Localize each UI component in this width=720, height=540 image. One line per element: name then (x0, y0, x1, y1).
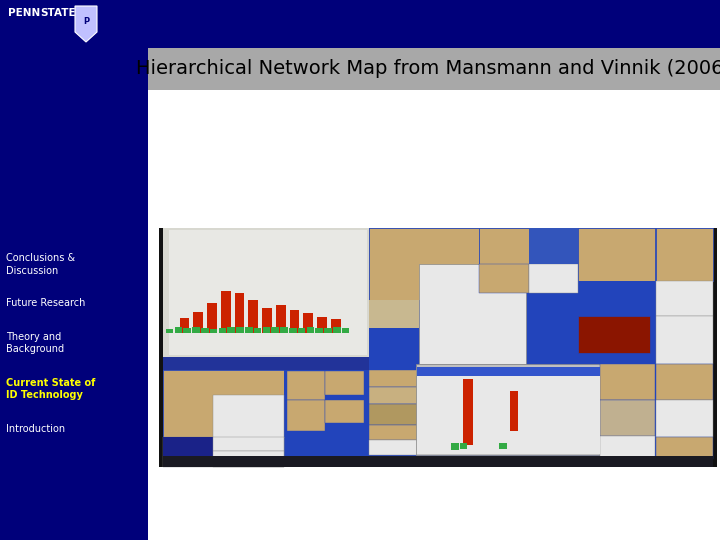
Bar (325, 400, 364, 423)
Bar (315, 328, 323, 333)
Bar (253, 328, 261, 333)
Bar (163, 456, 713, 467)
Bar (221, 291, 230, 333)
Text: PENN: PENN (8, 8, 40, 18)
Bar (163, 357, 369, 370)
Text: Current State of
ID Technology: Current State of ID Technology (6, 377, 95, 400)
Bar (325, 372, 364, 395)
Bar (656, 364, 713, 400)
Bar (369, 387, 419, 404)
Text: Conclusions &
Discussion: Conclusions & Discussion (6, 253, 75, 276)
Bar (148, 48, 720, 90)
Bar (287, 372, 325, 400)
Bar (289, 328, 297, 333)
Bar (298, 328, 305, 333)
Bar (600, 364, 655, 400)
Bar (163, 437, 212, 467)
Bar (330, 320, 341, 333)
Bar (280, 327, 288, 333)
Bar (528, 228, 578, 264)
Bar (369, 440, 419, 455)
Bar (159, 224, 717, 471)
Bar (263, 327, 270, 333)
Bar (168, 231, 366, 355)
Bar (0, 0, 720, 48)
Bar (480, 264, 528, 293)
Text: Introduction: Introduction (6, 424, 65, 434)
Bar (212, 437, 284, 451)
Bar (289, 309, 300, 333)
Bar (369, 370, 419, 387)
Bar (600, 400, 655, 436)
Bar (0, 48, 148, 540)
Bar (271, 327, 279, 333)
Bar (578, 228, 655, 281)
Bar (317, 317, 327, 333)
Bar (276, 305, 286, 333)
Bar (184, 328, 191, 333)
Bar (174, 327, 182, 333)
Bar (163, 437, 284, 467)
Bar (416, 364, 600, 455)
Bar (656, 400, 713, 437)
Bar (163, 370, 284, 437)
Bar (417, 367, 600, 376)
Bar (207, 303, 217, 333)
Bar (463, 379, 472, 445)
Bar (245, 327, 253, 333)
Text: Hierarchical Network Map from Mansmann and Vinnik (2006): Hierarchical Network Map from Mansmann a… (136, 59, 720, 78)
Text: STATE: STATE (40, 8, 76, 18)
Bar (284, 370, 369, 437)
Bar (287, 400, 325, 431)
Bar (163, 228, 369, 357)
Bar (228, 327, 235, 333)
Bar (528, 264, 578, 293)
Bar (193, 312, 203, 333)
Bar (510, 390, 518, 431)
Bar (369, 300, 419, 328)
Bar (236, 327, 244, 333)
Text: P: P (83, 17, 89, 26)
Bar (451, 443, 459, 450)
Bar (656, 316, 713, 365)
Bar (419, 264, 526, 364)
Bar (201, 328, 209, 333)
Bar (369, 228, 480, 300)
Bar (324, 328, 332, 333)
Text: Future Research: Future Research (6, 299, 86, 308)
Bar (333, 327, 341, 333)
Bar (248, 300, 258, 333)
Bar (307, 327, 314, 333)
Bar (148, 90, 720, 228)
Bar (219, 328, 226, 333)
Bar (262, 308, 272, 333)
Bar (369, 425, 419, 440)
Bar (342, 328, 349, 333)
Bar (498, 443, 507, 449)
Bar (369, 404, 419, 425)
Text: Theory and
Background: Theory and Background (6, 332, 64, 354)
Bar (235, 293, 244, 333)
Bar (179, 318, 189, 333)
Bar (417, 376, 600, 454)
Polygon shape (75, 6, 97, 42)
Bar (166, 329, 174, 333)
Bar (210, 329, 217, 333)
Bar (212, 395, 284, 438)
Bar (656, 281, 713, 316)
Bar (656, 228, 713, 281)
Bar (578, 316, 649, 354)
Bar (148, 467, 720, 540)
Bar (656, 437, 713, 458)
Bar (480, 228, 578, 264)
Bar (600, 436, 655, 460)
Bar (578, 281, 655, 316)
Bar (163, 228, 713, 467)
Bar (192, 327, 200, 333)
Bar (212, 451, 284, 467)
Bar (303, 313, 313, 333)
Bar (460, 443, 467, 449)
